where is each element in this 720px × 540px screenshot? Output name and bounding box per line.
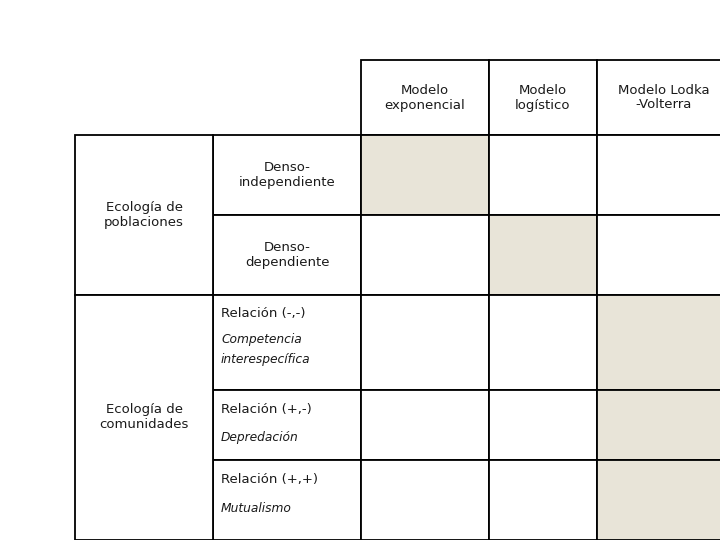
Bar bbox=[597, 135, 720, 215]
Bar bbox=[361, 60, 489, 135]
Text: Competencia: Competencia bbox=[221, 334, 302, 347]
Text: Relación (-,-): Relación (-,-) bbox=[221, 307, 305, 320]
Text: Modelo
logístico: Modelo logístico bbox=[516, 84, 571, 111]
Bar bbox=[213, 135, 361, 215]
Bar bbox=[75, 135, 213, 295]
Bar bbox=[597, 390, 720, 460]
Text: Relación (+,-): Relación (+,-) bbox=[221, 403, 312, 416]
Bar bbox=[213, 215, 361, 295]
Bar bbox=[489, 460, 597, 540]
Bar bbox=[489, 295, 597, 390]
Bar bbox=[361, 390, 489, 460]
Text: Ecología de
comunidades: Ecología de comunidades bbox=[99, 403, 189, 431]
Bar bbox=[597, 215, 720, 295]
Bar bbox=[75, 295, 213, 540]
Bar bbox=[597, 60, 720, 135]
Bar bbox=[489, 390, 597, 460]
Bar bbox=[489, 135, 597, 215]
Text: interespecífica: interespecífica bbox=[221, 354, 310, 367]
Bar bbox=[213, 60, 361, 135]
Bar bbox=[213, 460, 361, 540]
Bar bbox=[361, 215, 489, 295]
Bar bbox=[75, 60, 213, 135]
Text: Mutualismo: Mutualismo bbox=[221, 502, 292, 515]
Bar bbox=[597, 295, 720, 390]
Bar bbox=[361, 135, 489, 215]
Bar bbox=[489, 215, 597, 295]
Text: Ecología de
poblaciones: Ecología de poblaciones bbox=[104, 201, 184, 229]
Bar bbox=[489, 60, 597, 135]
Text: Denso-
dependiente: Denso- dependiente bbox=[245, 241, 329, 269]
Text: Relación (+,+): Relación (+,+) bbox=[221, 474, 318, 487]
Bar bbox=[213, 390, 361, 460]
Bar bbox=[361, 295, 489, 390]
Text: Modelo Lodka
-Volterra: Modelo Lodka -Volterra bbox=[618, 84, 709, 111]
Text: Modelo
exponencial: Modelo exponencial bbox=[384, 84, 465, 111]
Bar bbox=[361, 460, 489, 540]
Bar bbox=[213, 295, 361, 390]
Text: Denso-
independiente: Denso- independiente bbox=[238, 161, 336, 189]
Text: Depredación: Depredación bbox=[221, 431, 299, 444]
Bar bbox=[597, 460, 720, 540]
